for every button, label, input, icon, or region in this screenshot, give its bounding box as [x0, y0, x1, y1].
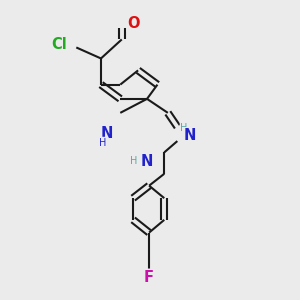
Text: N: N [184, 128, 196, 143]
Text: N: N [141, 154, 153, 169]
Text: Cl: Cl [52, 37, 67, 52]
Text: O: O [128, 16, 140, 31]
Text: H: H [130, 156, 137, 166]
Text: F: F [143, 270, 154, 285]
Text: H: H [181, 123, 188, 133]
Text: H: H [99, 138, 106, 148]
Text: N: N [101, 126, 113, 141]
